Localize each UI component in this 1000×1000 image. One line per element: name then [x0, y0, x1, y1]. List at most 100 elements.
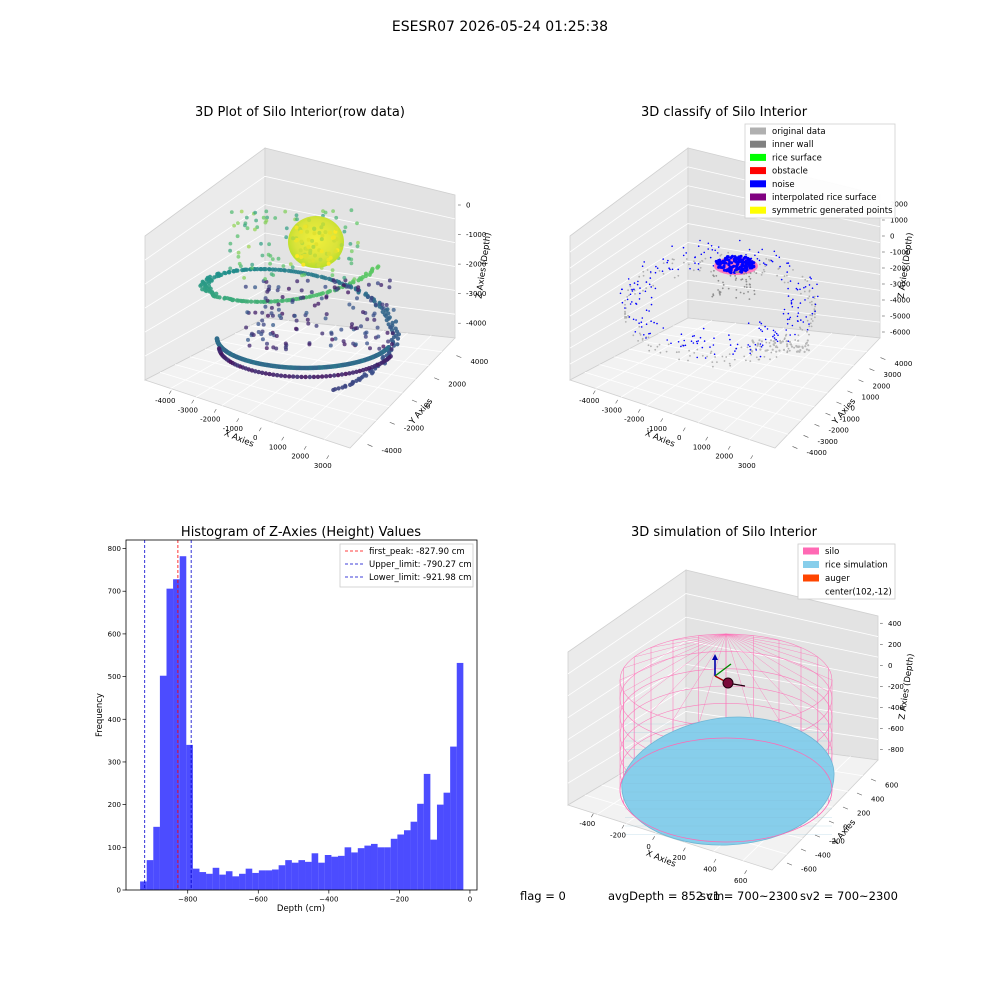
classify-3d-original-point: [735, 289, 738, 291]
classify-3d-original-point: [749, 286, 752, 289]
raw-3d-point: [325, 290, 330, 295]
classify-3d-noise-point: [805, 316, 807, 318]
silo-roof-line: [698, 633, 727, 725]
raw-3d-point: [283, 209, 288, 214]
classify-3d-noise-point: [795, 287, 798, 290]
classify-3d-y-tick-mark: [880, 357, 886, 360]
classify-3d-original-point: [758, 339, 761, 342]
raw-3d-point: [264, 346, 269, 351]
raw-3d-point: [363, 331, 368, 336]
raw-3d-point: [349, 208, 354, 213]
classify-3d-original-point: [764, 265, 767, 267]
classify-3d-y-tick-label: -3000: [818, 438, 838, 446]
simulation-3d-z-tick-label: -400: [888, 704, 904, 712]
classify-3d-noise-point: [749, 345, 751, 348]
classify-3d-original-point: [753, 289, 756, 292]
classify-3d-surface-point: [715, 261, 719, 265]
simulation-3d-legend-label: silo: [825, 547, 839, 557]
raw-3d-point: [264, 279, 269, 284]
classify-3d-original-point: [774, 341, 777, 344]
classify-3d-surface-point: [748, 257, 752, 261]
classify-3d-z-tick-label: 0: [890, 233, 894, 241]
raw-3d-point: [294, 326, 298, 331]
raw-3d-point: [316, 262, 321, 267]
classify-3d-original-point: [642, 289, 644, 292]
classify-3d-y-tick-label: -2000: [829, 427, 849, 435]
histogram-bar: [450, 746, 457, 890]
classify-3d-noise-point: [787, 287, 789, 290]
raw-3d-point: [339, 372, 345, 377]
classify-3d-noise-point: [761, 330, 764, 333]
simulation-3d-x-tick-mark: [713, 858, 717, 863]
raw-3d-x-tick-mark: [168, 390, 172, 395]
classify-3d-original-point: [794, 339, 797, 341]
raw-3d-point: [200, 279, 205, 284]
raw-3d-point: [365, 317, 370, 322]
raw-3d-point: [342, 342, 347, 347]
simulation-3d-y-tick-label: 0: [843, 824, 847, 832]
raw-3d-point: [288, 262, 293, 267]
classify-3d-noise-point: [666, 339, 668, 341]
raw-3d-point: [330, 268, 335, 273]
raw-3d-point: [306, 244, 311, 249]
classify-3d-original-point: [790, 343, 793, 346]
raw-3d-point: [373, 302, 378, 307]
classify-3d-noise-point: [656, 267, 659, 270]
classify-3d-noise-point: [689, 267, 691, 270]
classify-3d-legend-swatch: [750, 193, 766, 201]
simulation-3d-y-tick-label: -600: [801, 866, 817, 874]
raw-3d-floor-gridline: [174, 364, 377, 421]
raw-3d-point: [250, 266, 254, 270]
raw-3d-point: [319, 296, 324, 301]
classify-3d-original-point: [811, 320, 814, 322]
histogram-frame: [125, 539, 478, 891]
simulation-3d-x-tick-mark: [590, 813, 594, 818]
classify-3d-original-point: [783, 338, 786, 341]
classify-3d-noise-point: [759, 355, 762, 358]
histogram-bar: [331, 856, 339, 890]
classify-3d-surface-point: [740, 270, 744, 274]
classify-3d-noise-point: [778, 256, 781, 259]
histogram-bars: [140, 556, 464, 890]
classify-3d-noise-point: [621, 301, 624, 304]
raw-3d-point: [377, 346, 382, 351]
raw-3d-point: [254, 218, 258, 223]
classify-3d-noise-point: [774, 331, 776, 333]
classify-3d-original-point: [758, 358, 761, 361]
classify-3d-original-point: [745, 272, 748, 275]
classify-3d-original-point: [627, 314, 629, 317]
raw-3d-point: [216, 271, 221, 276]
classify-3d-original-point: [788, 340, 792, 344]
simulation-3d-legend-label: auger: [825, 574, 850, 584]
histogram-y-tick-label: 700: [108, 588, 121, 596]
classify-3d-noise-point: [812, 296, 814, 299]
raw-3d-x-tick-label: -4000: [155, 397, 175, 405]
simulation-3d-legend-swatch: [803, 574, 819, 582]
silo-roof-line: [650, 633, 727, 648]
classify-3d-noise-point: [745, 254, 747, 256]
raw-3d-point: [244, 215, 249, 220]
silo-roof-line: [725, 633, 754, 636]
classify-3d-original-point: [769, 358, 771, 361]
classify-3d-noise-point: [645, 309, 648, 312]
raw-3d-point: [259, 241, 263, 246]
classify-3d-wall-gridline: [569, 298, 881, 365]
histogram-bar: [278, 865, 286, 890]
raw-3d-point: [332, 285, 337, 290]
classify-3d-noise-point: [631, 288, 633, 291]
classify-3d-noise-point: [709, 346, 711, 348]
raw-3d-point: [331, 209, 335, 214]
raw-3d-point: [312, 231, 317, 236]
histogram-bar: [159, 675, 167, 890]
classify-3d-noise-point: [796, 288, 799, 291]
classify-3d-noise-point: [735, 347, 738, 350]
classify-3d-original-point: [719, 293, 721, 296]
classify-3d-original-point: [647, 344, 650, 347]
classify-3d-original-point: [628, 294, 630, 297]
classify-3d-original-point: [737, 271, 740, 274]
raw-3d-point: [253, 227, 257, 232]
classify-3d-legend-swatch: [750, 140, 766, 148]
raw-3d-point: [317, 230, 322, 235]
silo-roof-line: [725, 633, 802, 713]
raw-3d-point: [265, 341, 269, 346]
